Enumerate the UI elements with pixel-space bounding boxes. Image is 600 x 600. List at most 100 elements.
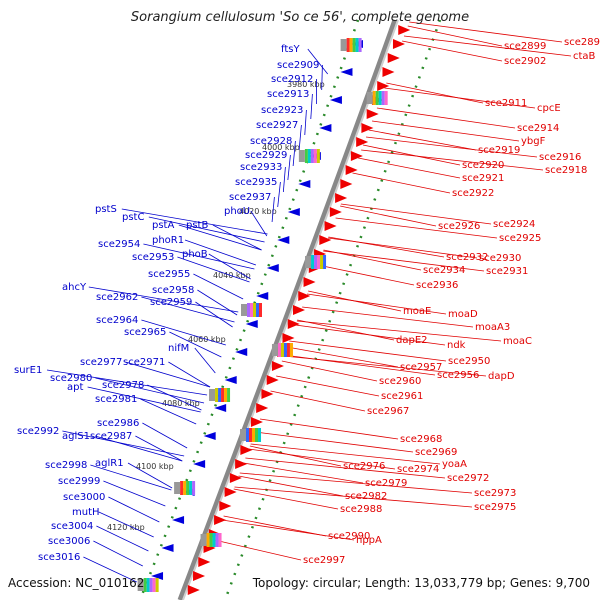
- leader-line: [361, 149, 544, 171]
- leader-line: [93, 540, 143, 567]
- gene-label: sce2974: [397, 464, 439, 475]
- forward-gene-arrow: [161, 544, 174, 552]
- left-gene-labels: ftsY sce2909 sce2912 sce2913 sce2923 sce2927 s…: [14, 44, 319, 563]
- feature-block: [358, 38, 362, 52]
- leader-line: [250, 210, 268, 237]
- leader-line: [143, 243, 255, 270]
- gene-label: sce2990: [328, 531, 370, 542]
- leader-line: [245, 457, 446, 479]
- gene-label: mutH: [72, 507, 100, 518]
- feature-block: [314, 255, 318, 269]
- leader-line: [248, 448, 396, 470]
- feature-block: [372, 91, 376, 105]
- accession-text: Accession: NC_010162: [8, 576, 145, 590]
- feature-blocks: [137, 38, 388, 592]
- leader-line: [125, 361, 211, 388]
- reverse-gene-arrow: [193, 571, 206, 581]
- reverse-gene-arrow: [261, 389, 274, 399]
- gene-label: sce2932: [446, 252, 488, 263]
- gene-label: sce2973: [474, 488, 516, 499]
- leader-line: [302, 306, 474, 328]
- scale-label: 3980 kbp: [287, 80, 325, 89]
- leader-line: [238, 475, 344, 497]
- scale-label: 4080 kbp: [162, 399, 200, 408]
- leader-line: [194, 347, 216, 374]
- gene-label: aglS1: [62, 431, 90, 442]
- forward-gene-arrow: [266, 264, 279, 272]
- feature-block: [256, 303, 259, 317]
- leader-line: [371, 120, 520, 142]
- reverse-gene-arrow: [293, 305, 305, 315]
- genome-backbone: [177, 19, 398, 600]
- reverse-gene-arrow: [377, 81, 390, 91]
- feature-block: [277, 343, 281, 357]
- feature-block: [352, 38, 356, 52]
- gene-label: sce2962: [96, 292, 138, 303]
- gene-label: sce2978: [102, 380, 144, 391]
- reverse-gene-arrow: [250, 417, 263, 427]
- forward-gene-arrow: [277, 236, 290, 244]
- gene-label: sce2954: [98, 239, 140, 250]
- reverse-gene-arrow: [392, 39, 405, 49]
- leader-line: [184, 239, 257, 266]
- gene-label: sce2927: [256, 120, 298, 131]
- gene-label: sce2923: [261, 105, 303, 116]
- leader-line: [250, 443, 441, 465]
- feature-block: [375, 91, 379, 105]
- feature-block: [146, 578, 150, 592]
- leader-line: [195, 301, 233, 328]
- leader-line: [287, 154, 291, 181]
- reverse-gene-arrow: [340, 179, 353, 189]
- reverse-gene-arrow: [382, 67, 395, 77]
- feature-block: [323, 255, 327, 269]
- gene-label: sce2987: [90, 431, 132, 442]
- reverse-gene-arrow: [356, 137, 369, 147]
- leader-line: [271, 196, 275, 223]
- forward-gene-arrow: [287, 208, 300, 216]
- gene-label: pstA: [152, 220, 174, 231]
- feature-block: [304, 149, 308, 163]
- feature-block: [280, 343, 284, 357]
- leader-line: [197, 289, 238, 316]
- leader-line: [141, 319, 226, 346]
- leader-line: [108, 496, 160, 523]
- reverse-gene-arrow: [256, 403, 269, 413]
- feature-block: [209, 389, 216, 401]
- scale-label: 4120 kbp: [107, 523, 145, 532]
- leader-line: [87, 386, 201, 413]
- feature-block: [250, 303, 253, 317]
- gene-label: phoB: [182, 249, 208, 260]
- gene-label: sce2957: [400, 362, 442, 373]
- gene-label: sce2897: [564, 37, 600, 48]
- leader-line: [140, 398, 197, 425]
- feature-block: [258, 428, 262, 442]
- reverse-gene-arrow: [345, 165, 358, 175]
- gene-label: moaA3: [475, 322, 510, 333]
- scale-track-right: [223, 19, 442, 600]
- gene-label: sce2935: [235, 177, 277, 188]
- gene-label: sce2913: [267, 89, 309, 100]
- gene-label: sce2967: [367, 406, 409, 417]
- leader-line: [403, 35, 572, 57]
- feature-block: [215, 388, 219, 402]
- reverse-gene-arrow: [229, 473, 242, 483]
- feature-block: [310, 149, 314, 163]
- gene-label: sce2924: [493, 219, 535, 230]
- leader-line: [46, 369, 208, 396]
- feature-block: [218, 388, 222, 402]
- gene-label: nifM: [168, 343, 189, 354]
- leader-line: [297, 319, 395, 341]
- leader-line: [212, 224, 262, 251]
- gene-label: sce2999: [58, 476, 100, 487]
- leader-line: [94, 435, 183, 462]
- feature-block: [249, 428, 253, 442]
- feature-block: [221, 388, 225, 402]
- gene-label: sce2919: [478, 145, 520, 156]
- leader-line: [340, 203, 492, 225]
- gene-label: sce2986: [97, 418, 139, 429]
- leader-line: [98, 511, 154, 538]
- feature-block: [143, 578, 147, 592]
- leader-line: [282, 166, 286, 193]
- reverse-gene-arrow: [324, 221, 337, 231]
